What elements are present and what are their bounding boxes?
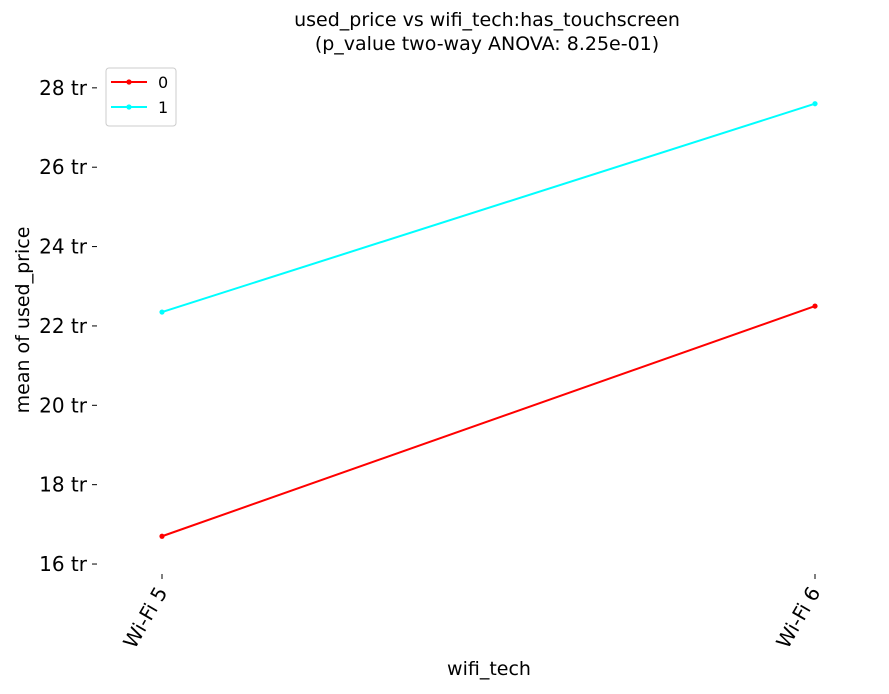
y-tick-label: 22 tr bbox=[39, 314, 88, 338]
y-tick-label: 16 tr bbox=[39, 552, 88, 576]
y-tick-label: 24 tr bbox=[39, 235, 88, 259]
chart-title: used_price vs wifi_tech:has_touchscreen … bbox=[294, 9, 680, 55]
series-line bbox=[161, 305, 816, 538]
x-tick-label: Wi-Fi 6 bbox=[771, 583, 825, 653]
x-axis: Wi-Fi 5 Wi-Fi 6 bbox=[118, 574, 825, 652]
data-point bbox=[159, 533, 165, 539]
data-point bbox=[159, 309, 165, 315]
series-layer bbox=[159, 101, 818, 539]
legend-marker bbox=[126, 79, 132, 85]
chart-title-text: used_price vs wifi_tech:has_touchscreen bbox=[294, 9, 680, 31]
y-tick-label: 20 tr bbox=[39, 393, 88, 417]
legend-label: 0 bbox=[158, 73, 168, 92]
legend-item: 1 bbox=[111, 98, 168, 117]
series-1 bbox=[159, 101, 818, 315]
x-axis-label: wifi_tech bbox=[447, 658, 531, 680]
y-axis: 16 tr 18 tr 20 tr 22 tr 24 tr 26 tr 28 tr bbox=[39, 76, 97, 576]
series-0 bbox=[159, 303, 818, 539]
legend: 01 bbox=[105, 67, 177, 127]
data-point bbox=[812, 101, 818, 107]
legend-item: 0 bbox=[111, 73, 168, 92]
x-tick-label: Wi-Fi 5 bbox=[118, 583, 172, 653]
chart-subtitle-text: (p_value two-way ANOVA: 8.25e-01) bbox=[315, 33, 659, 55]
y-tick-label: 26 tr bbox=[39, 155, 88, 179]
y-tick-label: 28 tr bbox=[39, 76, 88, 100]
data-point bbox=[812, 303, 818, 309]
y-tick-label: 18 tr bbox=[39, 473, 88, 497]
y-axis-label: mean of used_price bbox=[12, 227, 34, 414]
legend-label: 1 bbox=[158, 98, 168, 117]
legend-marker bbox=[126, 104, 132, 110]
series-line bbox=[161, 102, 816, 314]
